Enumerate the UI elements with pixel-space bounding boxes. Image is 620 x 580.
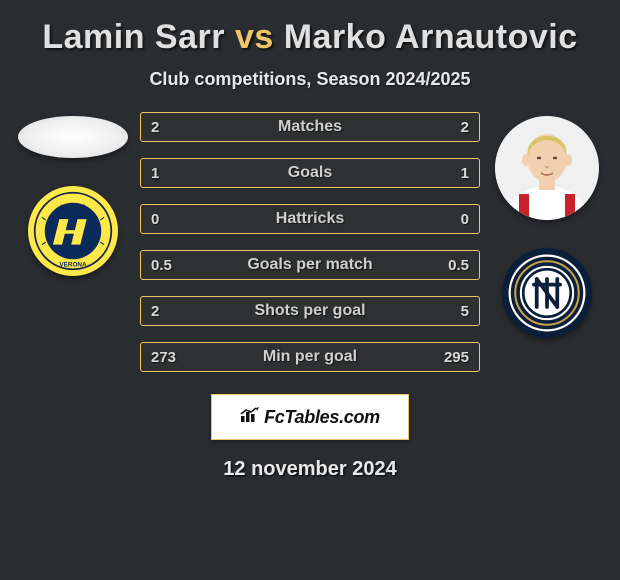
stat-row-shots-per-goal: 2 Shots per goal 5 xyxy=(140,296,480,326)
player1-avatar xyxy=(18,116,128,158)
svg-text:VERONA: VERONA xyxy=(59,262,87,269)
inter-crest-icon xyxy=(505,251,589,335)
date-label: 12 november 2024 xyxy=(0,458,620,481)
player1-club-badge: HELLAS VERONA xyxy=(28,186,118,276)
stat-row-matches: 2 Matches 2 xyxy=(140,112,480,142)
stat-left-value: 2 xyxy=(151,119,159,136)
subtitle: Club competitions, Season 2024/2025 xyxy=(0,69,620,90)
title-player2: Marko Arnautovic xyxy=(284,18,578,56)
stat-label: Min per goal xyxy=(263,348,357,366)
stat-label: Matches xyxy=(278,118,342,136)
body: HELLAS VERONA 2 Matches 2 1 xyxy=(0,112,620,372)
stat-right-value: 1 xyxy=(461,165,469,182)
stats-table: 2 Matches 2 1 Goals 1 0 Hattricks 0 0.5 … xyxy=(140,112,480,372)
stat-right-value: 2 xyxy=(461,119,469,136)
player2-club-badge xyxy=(502,248,592,338)
stat-left-value: 273 xyxy=(151,349,176,366)
source-badge[interactable]: FcTables.com xyxy=(211,394,409,440)
title-player1: Lamin Sarr xyxy=(42,18,225,56)
source-label: FcTables.com xyxy=(264,407,380,428)
stat-left-value: 2 xyxy=(151,303,159,320)
stat-left-value: 0.5 xyxy=(151,257,172,274)
stat-right-value: 295 xyxy=(444,349,469,366)
stat-left-value: 0 xyxy=(151,211,159,228)
page-title: Lamin Sarr vs Marko Arnautovic xyxy=(0,18,620,57)
title-vs: vs xyxy=(235,18,274,56)
left-column: HELLAS VERONA xyxy=(14,112,132,276)
stat-right-value: 0 xyxy=(461,211,469,228)
player2-portrait-icon xyxy=(495,116,599,220)
chart-icon xyxy=(240,407,260,428)
hellas-verona-crest-icon: HELLAS VERONA xyxy=(32,190,114,272)
stat-label: Shots per goal xyxy=(254,302,365,320)
stat-row-min-per-goal: 273 Min per goal 295 xyxy=(140,342,480,372)
stat-row-hattricks: 0 Hattricks 0 xyxy=(140,204,480,234)
stat-label: Goals per match xyxy=(247,256,372,274)
player2-avatar xyxy=(495,116,599,220)
stat-label: Goals xyxy=(288,164,332,182)
stat-right-value: 5 xyxy=(461,303,469,320)
stat-label: Hattricks xyxy=(276,210,344,228)
svg-text:HELLAS: HELLAS xyxy=(60,204,85,211)
right-column xyxy=(488,112,606,338)
stat-right-value: 0.5 xyxy=(448,257,469,274)
comparison-card: Lamin Sarr vs Marko Arnautovic Club comp… xyxy=(0,0,620,481)
stat-left-value: 1 xyxy=(151,165,159,182)
stat-row-goals: 1 Goals 1 xyxy=(140,158,480,188)
stat-row-goals-per-match: 0.5 Goals per match 0.5 xyxy=(140,250,480,280)
